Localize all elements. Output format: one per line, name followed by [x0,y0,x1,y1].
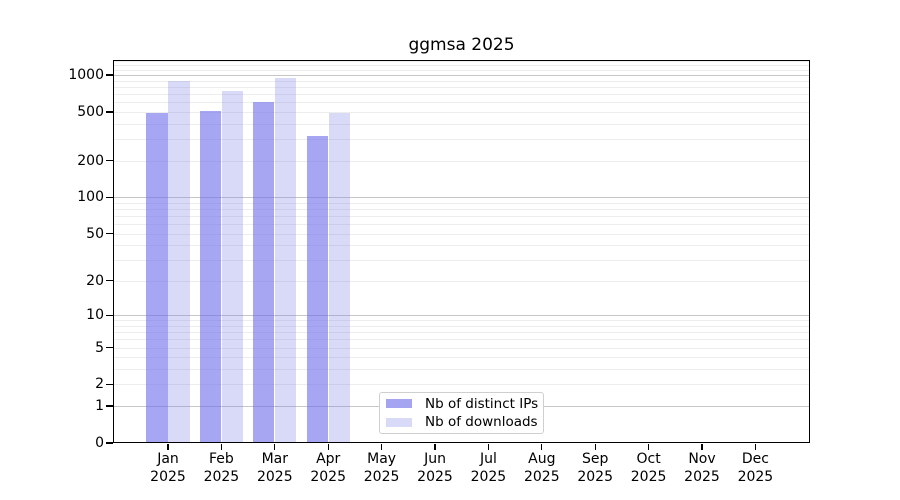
y-tick-label: 200 [77,152,104,169]
y-tick-label: 1000 [68,67,104,83]
gridline-minor [113,357,810,359]
y-tick-label: 50 [86,225,104,242]
y-tick-mark [106,314,113,316]
y-tick-label: 0 [95,435,104,451]
y-tick-label: 20 [86,272,104,289]
gridline-minor [113,208,810,210]
y-tick-label: 100 [77,189,104,206]
x-tick-mark [754,444,757,450]
bar-distinct-ips [306,136,328,443]
legend-label-distinct-ips: Nb of distinct IPs [425,395,539,412]
bar-distinct-ips [146,113,168,443]
y-tick-mark [106,159,113,162]
y-tick-mark [106,346,113,349]
gridline-minor [113,260,810,262]
gridline-minor [113,102,810,104]
bar-downloads [221,91,243,443]
x-tick-mark [541,444,543,450]
gridline-minor [113,80,810,82]
y-tick-mark [106,383,113,386]
y-tick-mark [106,111,113,113]
x-tick-label: Jan 2025 [150,451,186,485]
x-tick-label: Aug 2025 [523,451,560,485]
x-tick-label: Oct 2025 [630,451,667,485]
y-tick-label: 2 [95,376,104,393]
gridline-minor [113,61,810,63]
legend-entry-downloads: Nb of downloads [386,414,543,430]
gridline-minor [113,245,810,247]
x-tick-mark [434,444,436,450]
x-tick-mark [487,444,490,450]
x-tick-label: Feb 2025 [203,451,240,485]
y-tick-mark [106,74,113,76]
y-tick-mark [106,405,113,407]
y-tick-label: 500 [77,103,104,120]
y-tick-label: 5 [95,339,104,356]
bar-downloads [275,78,297,443]
gridline-minor [113,369,810,371]
x-tick-mark [274,444,276,450]
gridline-minor [113,139,810,140]
x-tick-label: Dec 2025 [737,451,774,485]
x-tick-mark [380,444,383,450]
gridline-minor [113,69,810,71]
y-tick-mark [106,280,113,282]
gridline-minor [113,325,810,327]
gridline-minor [113,347,810,349]
gridline-major [113,75,810,76]
y-tick-mark [106,442,113,444]
x-tick-label: Mar 2025 [256,451,293,485]
legend-entry-distinct-ips: Nb of distinct IPs [386,396,543,412]
gridline-minor [113,224,810,226]
gridline-minor [113,332,810,334]
gridline-minor [113,160,810,162]
x-tick-mark [647,444,650,450]
x-tick-mark [594,444,596,450]
x-tick-mark [701,444,703,450]
bar-downloads [328,113,350,443]
x-tick-label: Sep 2025 [577,451,613,485]
x-tick-mark [220,444,223,450]
y-tick-mark [106,196,113,198]
gridline-minor [113,233,810,235]
gridline-layer [113,60,810,443]
chart-title: ggmsa 2025 [408,35,515,55]
bar-layer [113,60,810,443]
x-tick-label: May 2025 [363,451,400,485]
gridline-minor [113,320,810,322]
legend-swatch-downloads [386,417,412,427]
gridline-minor [113,339,810,341]
gridline-minor [113,65,810,67]
bar-distinct-ips [199,111,222,443]
gridline-minor [113,215,810,217]
gridline-minor [113,123,810,125]
legend-swatch-distinct-ips [386,399,412,409]
legend-box: Nb of distinct IPs Nb of downloads [379,392,544,434]
gridline-minor [113,280,810,282]
bar-downloads [168,80,190,443]
x-tick-mark [327,444,329,450]
x-tick-label: Apr 2025 [310,451,346,485]
gridline-minor [113,93,810,95]
legend-label-downloads: Nb of downloads [425,414,538,431]
gridline-minor [113,86,810,88]
x-tick-label: Jul 2025 [470,451,507,485]
gridline-minor [113,202,810,204]
x-tick-label: Nov 2025 [684,451,720,485]
y-tick-label: 1 [95,398,104,415]
gridline-minor [113,111,810,113]
gridline-major [113,197,810,199]
x-tick-mark [167,444,169,450]
bar-distinct-ips [253,102,275,443]
gridline-major [113,315,810,317]
x-tick-label: Jun 2025 [417,451,453,485]
gridline-minor [113,384,810,386]
y-tick-mark [106,232,113,235]
y-tick-label: 10 [86,307,104,324]
